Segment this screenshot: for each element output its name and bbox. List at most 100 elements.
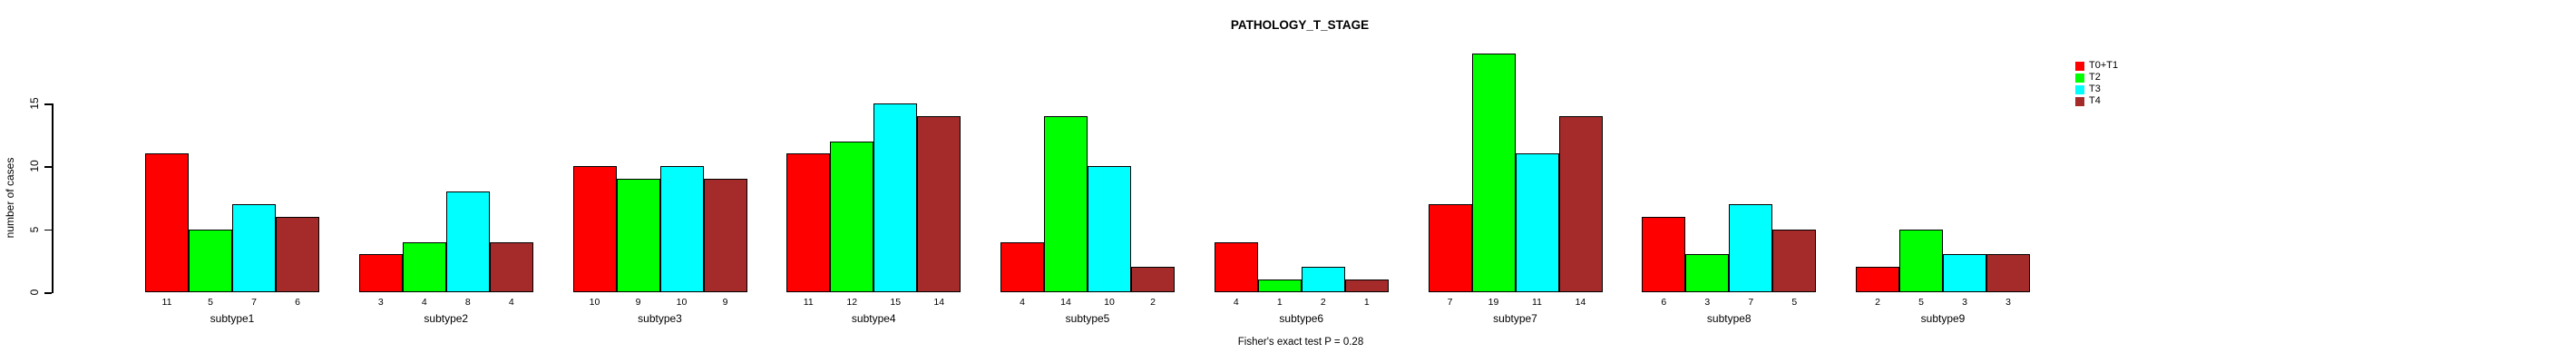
y-axis-line <box>52 103 54 293</box>
bar-subtype2-T4 <box>489 241 533 292</box>
bar-subtype9-T3 <box>1943 254 1986 292</box>
bar-subtype3-T2 <box>616 179 660 292</box>
group-label-subtype3: subtype3 <box>638 312 682 325</box>
bar-subtype6-T2 <box>1257 280 1302 292</box>
chart-title: PATHOLOGY_T_STAGE <box>1230 18 1370 32</box>
legend-swatch <box>2075 96 2084 106</box>
bar-value-label: 7 <box>1447 297 1453 308</box>
bar-subtype2-T3 <box>445 191 490 292</box>
bar-value-label: 11 <box>1532 297 1542 308</box>
bar-value-label: 11 <box>161 297 172 308</box>
bar-value-label: 12 <box>846 297 858 308</box>
bar-value-label: 4 <box>1233 297 1239 308</box>
bar-value-label: 7 <box>1748 297 1754 308</box>
y-axis-tick-label: 0 <box>28 289 41 296</box>
bar-subtype7-T4 <box>1558 115 1603 292</box>
bar-subtype4-T2 <box>830 141 874 292</box>
bar-subtype6-T3 <box>1301 267 1345 292</box>
bar-value-label: 7 <box>251 297 257 308</box>
bar-subtype8-T4 <box>1772 229 1817 292</box>
y-axis-tick <box>44 229 52 231</box>
bar-value-label: 6 <box>295 297 300 308</box>
bar-subtype3-T0+T1 <box>572 166 617 292</box>
bar-value-label: 4 <box>508 297 514 308</box>
bar-subtype6-T0+T1 <box>1214 241 1258 292</box>
bar-subtype7-T0+T1 <box>1428 203 1472 292</box>
bar-value-label: 1 <box>1363 297 1370 308</box>
bar-value-label: 3 <box>1962 297 1967 308</box>
group-label-subtype8: subtype8 <box>1706 312 1751 325</box>
legend-label: T3 <box>2089 83 2101 94</box>
bar-subtype7-T3 <box>1515 153 1559 292</box>
bar-value-label: 6 <box>1661 297 1667 308</box>
bar-value-label: 9 <box>635 297 641 308</box>
legend-item: T2 <box>2075 72 2118 83</box>
bar-subtype5-T2 <box>1044 115 1088 292</box>
bar-subtype3-T4 <box>703 179 747 292</box>
bar-value-label: 10 <box>1104 297 1115 308</box>
bar-subtype1-T0+T1 <box>145 153 189 292</box>
bar-value-label: 14 <box>1575 297 1586 308</box>
bar-value-label: 4 <box>421 297 427 308</box>
legend-swatch <box>2075 61 2084 71</box>
bar-value-label: 5 <box>208 297 213 308</box>
y-axis-tick <box>44 292 52 294</box>
bar-subtype9-T4 <box>1986 254 2030 292</box>
bar-value-label: 3 <box>377 297 384 308</box>
y-axis-tick-label: 5 <box>28 226 41 232</box>
bar-value-label: 3 <box>2005 297 2011 308</box>
legend-swatch <box>2075 73 2084 83</box>
y-axis-tick-label: 10 <box>28 160 41 173</box>
bar-value-label: 5 <box>1791 297 1798 308</box>
legend-item: T0+T1 <box>2075 60 2118 72</box>
bar-value-label: 10 <box>589 297 600 308</box>
group-label-subtype1: subtype1 <box>210 312 255 325</box>
bar-subtype5-T4 <box>1131 267 1175 292</box>
bar-value-label: 4 <box>1020 297 1025 308</box>
bar-subtype8-T3 <box>1729 203 1773 292</box>
bar-subtype1-T3 <box>232 203 276 292</box>
legend-label: T4 <box>2089 95 2101 106</box>
y-axis-tick <box>44 166 52 168</box>
bar-value-label: 2 <box>1150 297 1156 308</box>
bar-value-label: 10 <box>676 297 688 308</box>
bar-subtype4-T3 <box>873 103 918 292</box>
bar-subtype5-T3 <box>1088 166 1131 292</box>
bar-value-label: 14 <box>1060 297 1071 308</box>
bar-subtype9-T2 <box>1899 229 1943 292</box>
bar-value-label: 14 <box>933 297 945 308</box>
bar-subtype2-T2 <box>402 241 446 292</box>
y-axis-label: number of cases <box>4 157 16 239</box>
bar-value-label: 5 <box>1918 297 1924 308</box>
bar-subtype9-T0+T1 <box>1856 267 1899 292</box>
legend-item: T3 <box>2075 83 2118 95</box>
group-label-subtype6: subtype6 <box>1279 312 1324 325</box>
bar-subtype8-T0+T1 <box>1642 216 1686 292</box>
bar-subtype3-T3 <box>659 166 704 292</box>
bar-value-label: 9 <box>722 297 728 308</box>
group-label-subtype5: subtype5 <box>1065 312 1110 325</box>
group-label-subtype4: subtype4 <box>851 312 896 325</box>
legend: T0+T1 T2 T3 T4 <box>2075 60 2118 107</box>
bar-subtype5-T0+T1 <box>1000 241 1044 292</box>
legend-item: T4 <box>2075 95 2118 107</box>
group-label-subtype7: subtype7 <box>1493 312 1537 325</box>
bar-value-label: 19 <box>1488 297 1499 308</box>
bar-value-label: 2 <box>1320 297 1326 308</box>
bar-value-label: 15 <box>890 297 902 308</box>
bar-subtype7-T2 <box>1471 53 1516 292</box>
bar-subtype1-T2 <box>189 229 232 292</box>
bar-value-label: 8 <box>464 297 471 308</box>
legend-label: T0+T1 <box>2089 60 2119 71</box>
y-axis-tick-label: 15 <box>28 97 41 110</box>
fisher-test-annotation: Fisher's exact test P = 0.28 <box>1237 337 1364 348</box>
bar-subtype1-T4 <box>276 216 319 292</box>
bar-subtype4-T4 <box>917 115 961 292</box>
y-axis-tick <box>44 103 52 105</box>
bar-value-label: 2 <box>1875 297 1880 308</box>
legend-swatch <box>2075 84 2084 94</box>
bar-subtype6-T4 <box>1344 280 1389 292</box>
bar-subtype8-T2 <box>1685 254 1730 292</box>
bar-value-label: 1 <box>1276 297 1283 308</box>
